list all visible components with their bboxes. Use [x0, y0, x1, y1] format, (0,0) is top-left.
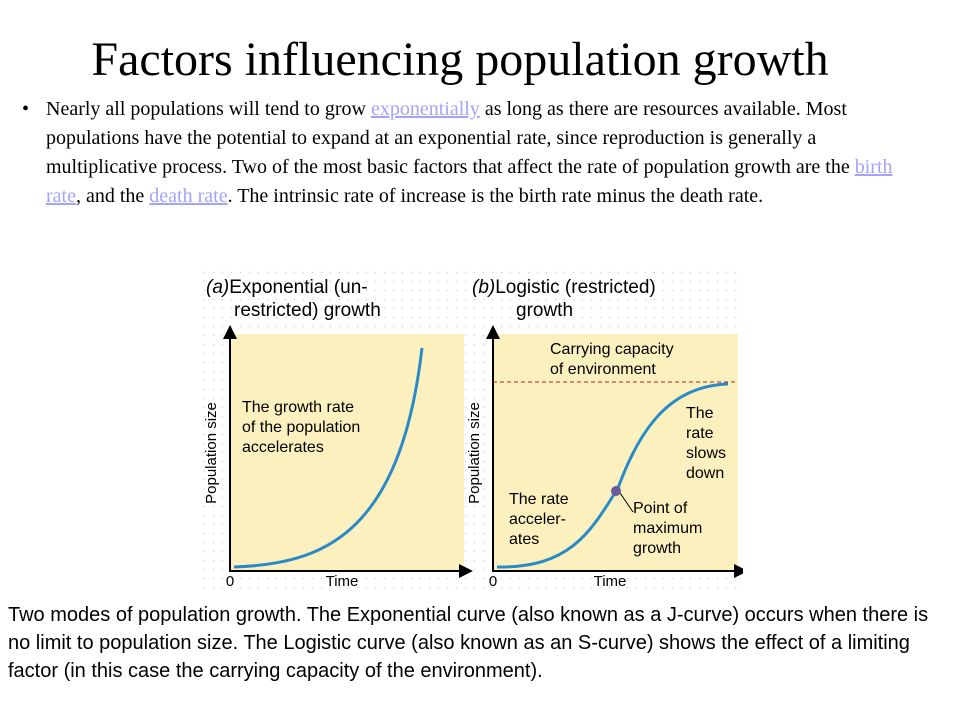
slide-title: Factors influencing population growth [91, 33, 829, 86]
panel-b-x-label: Time [594, 573, 627, 590]
max-growth-point [611, 486, 621, 496]
bullet-text-seg-1: Nearly all populations will tend to grow [46, 98, 371, 120]
panel-a-title-line-2: restricted) growth [234, 300, 381, 321]
panel-a-title-line-1: (a)Exponential (un- [206, 277, 368, 298]
slows-label-line-2: rate [686, 425, 714, 442]
link-death-rate[interactable]: death rate [149, 185, 228, 207]
accel-label-line-1: The rate [509, 491, 569, 508]
exponential-curve [233, 347, 424, 569]
point-label-line-1: Point of [633, 500, 688, 517]
panel-a-y-label: Population size [203, 402, 220, 504]
panel-a-x-label: Time [326, 573, 359, 590]
capacity-label-line-1: Carrying capacity [550, 341, 674, 358]
bullet-paragraph: Nearly all populations will tend to grow… [46, 95, 930, 211]
figure-caption: Two modes of population growth. The Expo… [8, 604, 929, 682]
max-growth-pointer [617, 489, 634, 513]
slows-label-line-3: slows [686, 445, 726, 462]
population-growth-figure: (a)Exponential (un- restricted) growth P… [200, 268, 748, 592]
bullet-text-seg-4: . The intrinsic rate of increase is the … [227, 185, 764, 207]
capacity-label-line-2: of environment [550, 361, 656, 378]
bullet-text-seg-3: , and the [75, 185, 150, 207]
panel-a-note-line-1: The growth rate [242, 399, 354, 416]
bullet-marker: • [22, 98, 30, 120]
panel-logistic: (b)Logistic (restricted) growth Populati… [466, 277, 748, 590]
panel-exponential: (a)Exponential (un- restricted) growth P… [203, 277, 473, 590]
figure-svg: (a)Exponential (un- restricted) growth P… [200, 268, 748, 592]
bullet-text-seg-2: as long as there are resources available… [46, 98, 855, 178]
link-exponentially[interactable]: exponentially [370, 98, 480, 120]
point-label-line-3: growth [633, 540, 681, 557]
panel-a-note-line-2: of the population [242, 419, 360, 436]
point-label-line-2: maximum [633, 520, 702, 537]
accel-label-line-3: ates [509, 531, 539, 548]
slows-label-line-4: down [686, 465, 724, 482]
panel-b-background [493, 334, 738, 572]
panel-a-note-line-3: accelerates [242, 439, 324, 456]
slows-label-line-1: The [686, 405, 714, 422]
panel-b-title-line-1: (b)Logistic (restricted) [472, 277, 656, 298]
accel-label-line-2: acceler- [509, 511, 566, 528]
panel-b-origin-label: 0 [489, 573, 497, 590]
panel-b-title-line-2: growth [516, 300, 573, 321]
panel-b-y-label: Population size [466, 402, 483, 504]
link-birth-rate[interactable]: birth rate [46, 156, 893, 207]
panel-a-origin-label: 0 [226, 573, 234, 590]
